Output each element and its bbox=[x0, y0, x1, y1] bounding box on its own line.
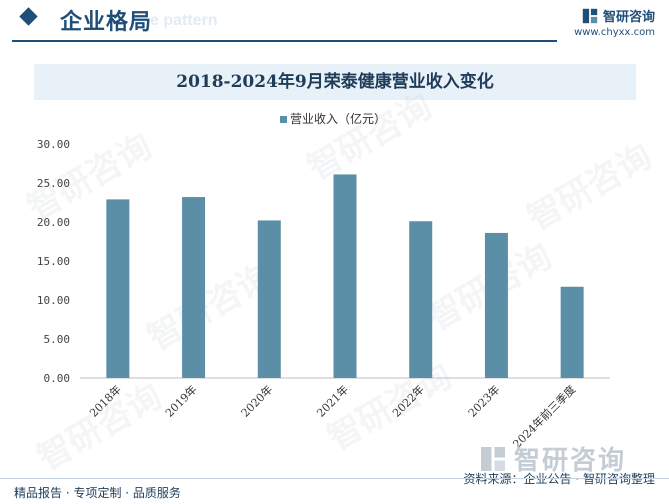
bar bbox=[333, 174, 357, 378]
bar bbox=[257, 220, 281, 378]
bar bbox=[560, 286, 584, 378]
x-tick-label: 2018年 bbox=[87, 382, 124, 419]
x-tick-label: 2022年 bbox=[389, 382, 426, 419]
y-tick-label: 30.00 bbox=[37, 138, 70, 151]
bar-chart: 营业收入（亿元） 0.00 5.00 10.00 15.00 20.00 25.00 30.0… bbox=[37, 111, 610, 451]
brand-logo-icon bbox=[582, 8, 598, 23]
x-tick-label: 2020年 bbox=[238, 382, 275, 419]
bar bbox=[484, 232, 508, 378]
y-tick-label: 0.00 bbox=[44, 372, 71, 385]
brand-name: 智研咨询 bbox=[602, 10, 655, 25]
x-tick-label: 2021年 bbox=[314, 382, 351, 419]
y-tick-label: 10.00 bbox=[37, 294, 70, 307]
y-tick-label: 20.00 bbox=[37, 216, 70, 229]
section-subtitle-ghost: e pattern bbox=[150, 12, 218, 29]
chart-title-bar: 2018-2024年9月荣泰健康营业收入变化 bbox=[34, 64, 636, 100]
footer-brand-name: 智研咨询 bbox=[514, 446, 627, 476]
legend-swatch bbox=[280, 116, 287, 123]
x-tick-label: 2019年 bbox=[162, 382, 199, 419]
bar bbox=[182, 197, 206, 378]
footer-slogan: 精品报告 · 专项定制 · 品质服务 bbox=[14, 486, 181, 500]
footer-divider bbox=[0, 478, 669, 479]
header-divider bbox=[12, 40, 557, 42]
bar bbox=[409, 221, 433, 378]
source-note: 资料来源：企业公告 · 智研咨询整理 bbox=[463, 472, 655, 486]
bar bbox=[106, 199, 130, 378]
chart-title: 2018-2024年9月荣泰健康营业收入变化 bbox=[176, 72, 494, 92]
header: 企业格局 e pattern 智研咨询 www.chyxx.com bbox=[0, 0, 669, 44]
y-tick-label: 15.00 bbox=[37, 255, 70, 268]
brand-logo-icon bbox=[481, 446, 505, 471]
section-title: 企业格局 bbox=[60, 10, 153, 35]
brand: 智研咨询 www.chyxx.com bbox=[574, 6, 655, 38]
y-tick-label: 25.00 bbox=[37, 177, 70, 190]
legend-label: 营业收入（亿元） bbox=[290, 111, 386, 126]
footer-brand-watermark: 智研咨询 bbox=[478, 440, 626, 477]
y-tick-label: 5.00 bbox=[44, 333, 71, 346]
x-tick-label: 2023年 bbox=[465, 382, 502, 419]
brand-url: www.chyxx.com bbox=[574, 27, 655, 38]
